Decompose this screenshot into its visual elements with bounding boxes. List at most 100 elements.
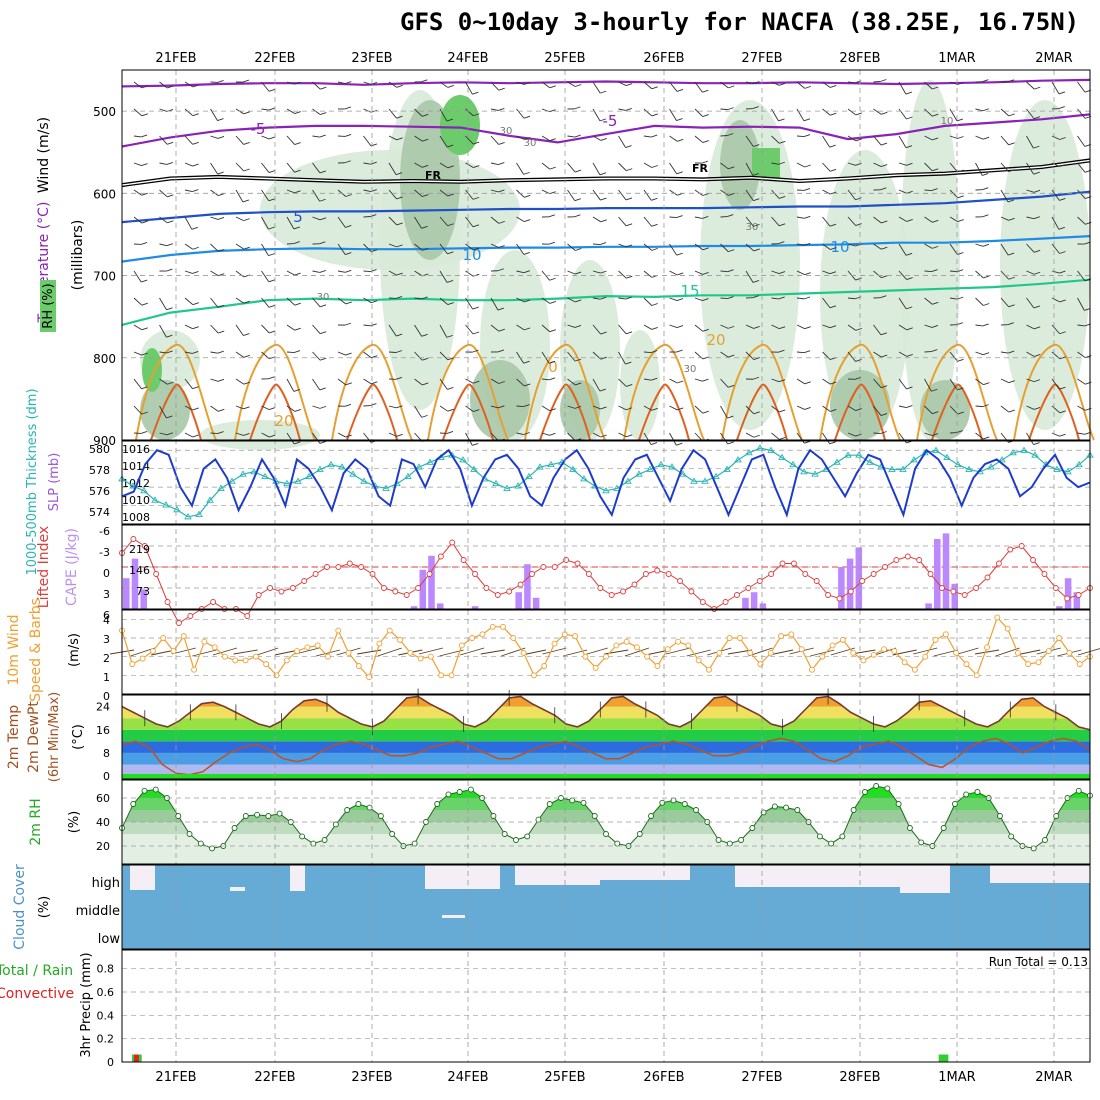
wind10m-speed-line-marker xyxy=(376,640,383,647)
thickness-line-marker xyxy=(888,465,896,472)
wind-barb-flag xyxy=(243,406,250,410)
lifted-index-line-marker xyxy=(836,595,843,602)
wind-barb xyxy=(669,297,678,302)
thickness-tick: 576 xyxy=(89,485,110,498)
wind-barb xyxy=(643,351,652,354)
wind-barb xyxy=(1026,216,1034,220)
thickness-line-marker xyxy=(602,486,610,494)
rh-shading-patch xyxy=(140,380,190,440)
wind-barb xyxy=(235,216,244,222)
wind-barb xyxy=(312,432,321,444)
wind-barb xyxy=(235,243,245,250)
wind-barb xyxy=(210,162,219,175)
wind-barb-flag xyxy=(956,269,964,273)
wind-barb xyxy=(745,324,754,329)
wind-barb-flag xyxy=(982,108,990,112)
wind-barb-flag xyxy=(1033,116,1041,120)
isotherm-label: 20 xyxy=(274,412,293,430)
wind-barb xyxy=(286,189,295,194)
wind-barb-flag xyxy=(727,133,734,136)
wind-barb xyxy=(363,108,372,113)
wind10m-tick: 2 xyxy=(103,652,110,665)
wind-barb xyxy=(643,270,653,278)
dewpoint-line xyxy=(121,737,1091,776)
rh2m-line-marker xyxy=(839,833,846,840)
wind-barb xyxy=(490,378,499,384)
thickness-line-marker xyxy=(415,463,423,470)
wind-barb xyxy=(159,243,167,247)
wind-barb xyxy=(643,189,652,201)
wind-barb xyxy=(924,135,933,141)
wind-barb xyxy=(567,135,575,138)
wind-barb-flag xyxy=(626,384,633,387)
lifted-index-line-marker xyxy=(939,585,945,591)
wind-barb-flag xyxy=(218,330,225,334)
wind-barb-flag xyxy=(753,434,760,438)
wind-barb-flag xyxy=(727,441,734,445)
wind10m-speed-line-marker xyxy=(592,664,599,671)
wind-barb xyxy=(210,189,219,196)
rh2m-line-marker xyxy=(726,840,733,847)
wind-barb-flag xyxy=(344,403,352,407)
wind-barb xyxy=(261,81,270,92)
wind-barb xyxy=(159,432,167,436)
wind-barb xyxy=(669,378,678,384)
wind-barb-flag xyxy=(855,359,862,362)
wind-barb-flag xyxy=(830,85,837,88)
wind-barb-flag xyxy=(523,270,531,274)
wind-barb xyxy=(159,189,168,198)
wind-barb-flag xyxy=(830,168,837,172)
wind-barb xyxy=(694,243,704,251)
wind10m-speed-line-marker xyxy=(1014,649,1021,656)
wind-barb-flag xyxy=(1034,86,1041,90)
wind-barb xyxy=(516,243,525,255)
wind-barb xyxy=(133,270,142,283)
wind-barb xyxy=(312,297,321,308)
wind-barb xyxy=(133,135,142,138)
wind-barb xyxy=(312,324,321,334)
wind-barb xyxy=(261,108,269,111)
temp-axis-label: 2m Temp xyxy=(6,705,22,769)
wind-barb xyxy=(975,270,984,279)
wind-barb xyxy=(898,81,907,95)
wind-barb-flag xyxy=(1059,251,1066,254)
wind-barb-flag xyxy=(1008,217,1015,221)
cape-bar xyxy=(410,606,418,609)
thickness-line-marker xyxy=(899,465,907,472)
wind-barb-flag xyxy=(778,223,786,227)
wind-barb-flag xyxy=(472,224,480,228)
rh2m-line-marker xyxy=(276,810,283,817)
wind10m-barb xyxy=(460,647,485,656)
slp-tick: 1008 xyxy=(122,511,150,524)
wind-barb-flag xyxy=(880,79,887,82)
wind-barb xyxy=(414,162,423,168)
temp-color-band xyxy=(122,729,1090,742)
wind-barb-flag xyxy=(701,160,709,164)
wind-barb xyxy=(184,270,193,274)
rh2m-line-marker xyxy=(816,833,823,840)
wind-barb xyxy=(822,432,831,445)
wind-barb-flag xyxy=(268,136,276,140)
wind10m-speed-line-marker xyxy=(664,646,671,653)
wind10m-speed-line-marker xyxy=(798,646,805,653)
thickness-line-marker xyxy=(206,496,214,503)
wind-barb xyxy=(1051,297,1060,303)
wind-barb xyxy=(439,162,449,169)
wind-barb-flag xyxy=(166,243,173,247)
wind-barb xyxy=(312,135,320,138)
wind-barb xyxy=(1000,243,1009,256)
wind-barb xyxy=(694,189,704,196)
rh2m-line-marker xyxy=(130,801,137,807)
wind-barb xyxy=(720,243,729,252)
wind-barb xyxy=(898,378,907,390)
lifted-index-line-marker xyxy=(779,560,786,567)
wind-barb xyxy=(490,405,499,409)
wind10m-speed-line-marker xyxy=(170,648,177,655)
wind-barb xyxy=(949,189,959,199)
wind-barb-flag xyxy=(982,173,989,176)
rh2m-tick: 20 xyxy=(96,840,110,853)
wind-barb-flag xyxy=(319,331,327,335)
wind-barb xyxy=(618,108,626,111)
wind10m-speed-line-marker xyxy=(489,623,496,630)
wind-barb-flag xyxy=(1008,276,1015,280)
